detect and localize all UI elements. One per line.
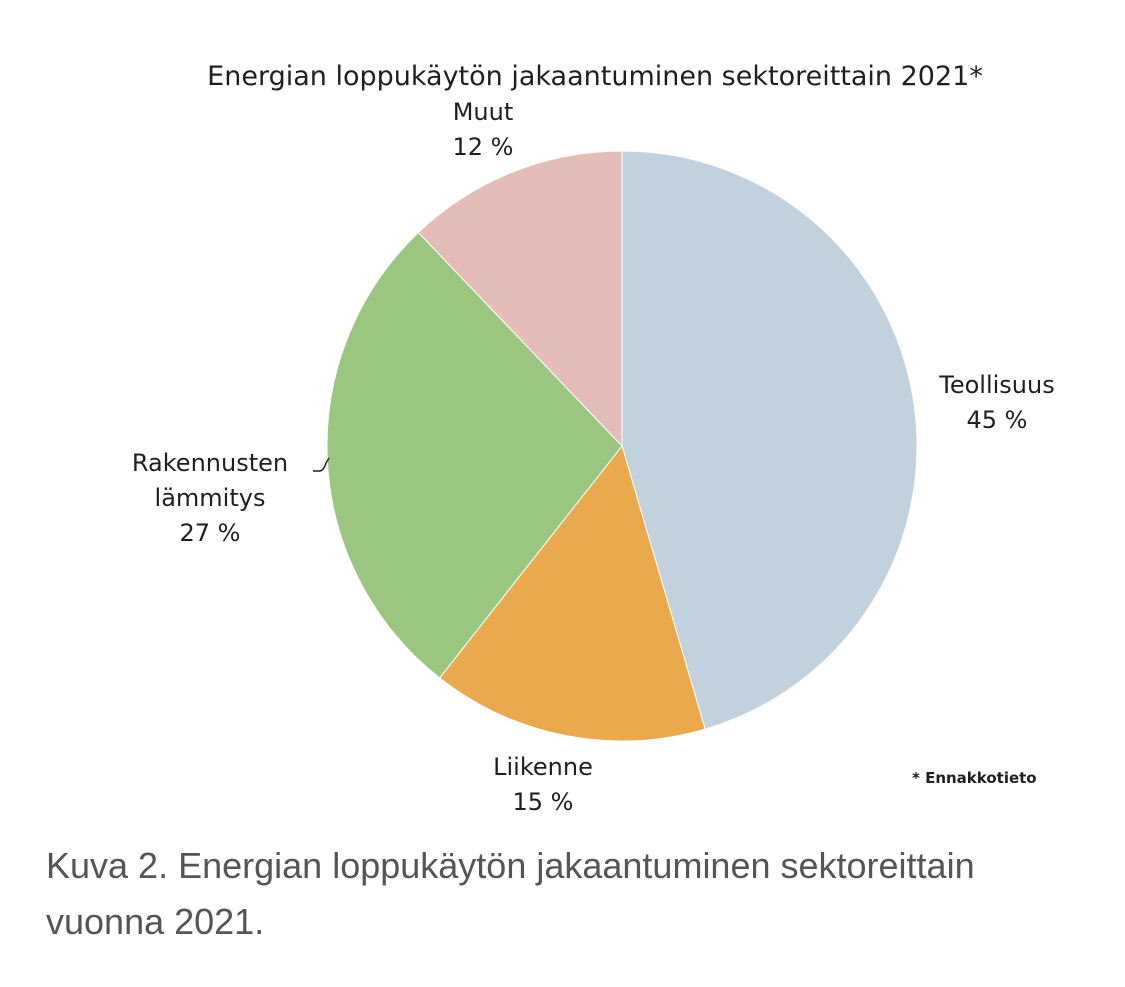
slice-name-label: lämmitys xyxy=(155,484,266,512)
slice-value-label: 45 % xyxy=(967,406,1028,434)
pie-slice-muut xyxy=(417,150,623,448)
label-leader-line xyxy=(313,457,330,472)
slice-name-label: Muut xyxy=(453,98,514,126)
footnote: * Ennakkotieto xyxy=(912,769,1037,787)
pie-chart: Energian loppukäytön jakaantuminen sekto… xyxy=(132,61,1055,816)
slice-labels: Teollisuus 45 % Liikenne 15 % Rakennusten läm… xyxy=(132,98,1055,816)
slice-name-label: Liikenne xyxy=(493,753,593,781)
slice-value-label: 12 % xyxy=(453,133,514,161)
slice-name-label: Teollisuus xyxy=(938,371,1054,399)
slice-value-label: 15 % xyxy=(513,788,574,816)
chart-title: Energian loppukäytön jakaantuminen sekto… xyxy=(207,61,983,92)
figure-caption: Kuva 2. Energian loppukäytön jakaantumin… xyxy=(46,845,975,942)
slice-value-label: 27 % xyxy=(180,519,241,547)
pie-slice-liikenne xyxy=(438,444,706,742)
slice-name-label: Rakennusten xyxy=(132,449,288,477)
pie-slice-teollisuus xyxy=(621,150,918,730)
pie-slices xyxy=(326,150,918,742)
